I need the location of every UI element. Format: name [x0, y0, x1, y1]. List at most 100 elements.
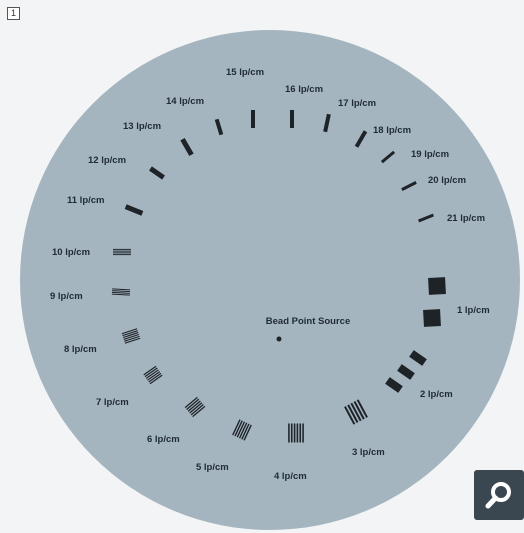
pattern-15-bar [251, 110, 255, 128]
pattern-5-lp-cm [232, 419, 252, 441]
pattern-10-lp-cm [113, 248, 131, 256]
pattern-16-bars [290, 110, 294, 128]
pattern-1-block [423, 309, 441, 327]
pattern-12-bar [149, 166, 165, 180]
pattern-label-1: 1 lp/cm [457, 305, 490, 316]
pattern-6-bar [190, 404, 204, 416]
pattern-5-bars [232, 419, 252, 441]
pattern-9-bar [112, 288, 131, 291]
pattern-label-2: 2 lp/cm [420, 389, 453, 400]
pattern-4-bar [288, 423, 290, 443]
pattern-4-lp-cm [288, 423, 304, 443]
pattern-2-block [397, 364, 415, 380]
pattern-label-7: 7 lp/cm [96, 397, 129, 408]
pattern-4-bar [290, 423, 293, 443]
pattern-19-bars [380, 150, 396, 164]
pattern-21-bar [418, 213, 434, 223]
pattern-label-13: 13 lp/cm [123, 121, 161, 132]
pattern-7-bar [149, 374, 163, 385]
pattern-label-6: 6 lp/cm [147, 434, 180, 445]
pattern-label-10: 10 lp/cm [52, 247, 90, 258]
pattern-1-lp-cm [423, 277, 446, 327]
pattern-5-bar [232, 419, 241, 436]
pattern-19-lp-cm [380, 150, 396, 164]
pattern-4-bar [302, 423, 304, 443]
pattern-3-bar [344, 406, 356, 425]
pattern-6-lp-cm [184, 396, 206, 418]
pattern-3-bar [350, 402, 362, 422]
pattern-5-bar [241, 423, 250, 440]
phantom-disc [20, 30, 520, 530]
pattern-12-lp-cm [149, 166, 165, 180]
pattern-label-21: 21 lp/cm [447, 213, 485, 224]
pattern-9-bar [111, 291, 130, 294]
pattern-17-lp-cm [323, 113, 331, 133]
pattern-18-bars [354, 130, 368, 148]
pattern-16-lp-cm [290, 110, 294, 128]
pattern-11-lp-cm [124, 204, 144, 216]
pattern-8-bar [124, 337, 141, 344]
pattern-3-bar [353, 401, 365, 420]
pattern-15-bars [251, 110, 255, 128]
pattern-label-15: 15 lp/cm [226, 67, 264, 78]
pattern-21-bars [418, 213, 434, 223]
pattern-9-lp-cm [111, 288, 131, 296]
pattern-7-lp-cm [143, 365, 163, 385]
pattern-15-lp-cm [251, 110, 255, 128]
pattern-10-bars [113, 248, 131, 256]
pattern-label-14: 14 lp/cm [166, 96, 204, 107]
pattern-6-bar [184, 396, 198, 409]
pattern-3-bar [347, 404, 359, 423]
pattern-6-bars [184, 396, 206, 418]
pattern-6-bar [189, 402, 203, 414]
pattern-4-bars [288, 423, 304, 443]
pattern-9-bar [111, 293, 130, 296]
pattern-20-bars [401, 181, 417, 191]
pattern-8-bar [124, 335, 140, 342]
pattern-8-bar [122, 332, 139, 339]
pattern-12-bars [149, 166, 165, 180]
pattern-8-bar [122, 330, 138, 337]
pattern-8-bar [123, 333, 140, 340]
pattern-17-bar [323, 113, 331, 133]
magnifier-icon [485, 482, 511, 509]
pattern-2-block [409, 350, 427, 366]
labels-layer: 1 lp/cm 2 lp/cm 3 lp/cm 4 lp/cm 5 lp/cm 6 lp/… [50, 67, 490, 482]
figure-number-badge: 1 [7, 7, 20, 20]
pattern-7-bar [148, 372, 162, 383]
pattern-label-17: 17 lp/cm [338, 98, 376, 109]
pattern-label-3: 3 lp/cm [352, 447, 385, 458]
pattern-11-bars [124, 204, 144, 216]
pattern-2-lp-cm [385, 350, 427, 393]
pattern-4-bar [296, 423, 299, 443]
pattern-2-block [385, 377, 403, 393]
pattern-5-bar [234, 420, 243, 437]
pattern-6-bar [192, 405, 206, 418]
pattern-7-bars [143, 365, 163, 385]
pattern-7-bar [144, 367, 158, 378]
pattern-8-lp-cm [121, 328, 141, 344]
pattern-10-bar [113, 254, 131, 256]
pattern-17-bars [323, 113, 331, 133]
pattern-20-lp-cm [401, 181, 417, 191]
pattern-3-bars [344, 399, 368, 425]
pattern-10-bar [113, 250, 131, 252]
pattern-14-bars [214, 118, 224, 136]
pattern-20-bar [401, 181, 417, 191]
pattern-13-bars [180, 137, 194, 157]
pattern-5-bar [236, 421, 246, 438]
pattern-6-bar [186, 398, 200, 410]
bead-point-source-dot [276, 336, 282, 342]
pattern-13-bar [180, 137, 194, 157]
zoom-button[interactable] [474, 470, 524, 520]
pattern-3-bar [356, 399, 368, 418]
pattern-label-18: 18 lp/cm [373, 125, 411, 136]
pattern-5-bar [238, 422, 248, 439]
pattern-21-lp-cm [418, 213, 434, 223]
pattern-9-bar [112, 290, 131, 293]
pattern-label-19: 19 lp/cm [411, 149, 449, 160]
pattern-16-bar [290, 110, 294, 128]
pattern-8-bars [121, 328, 141, 344]
pattern-13-lp-cm [180, 137, 194, 157]
